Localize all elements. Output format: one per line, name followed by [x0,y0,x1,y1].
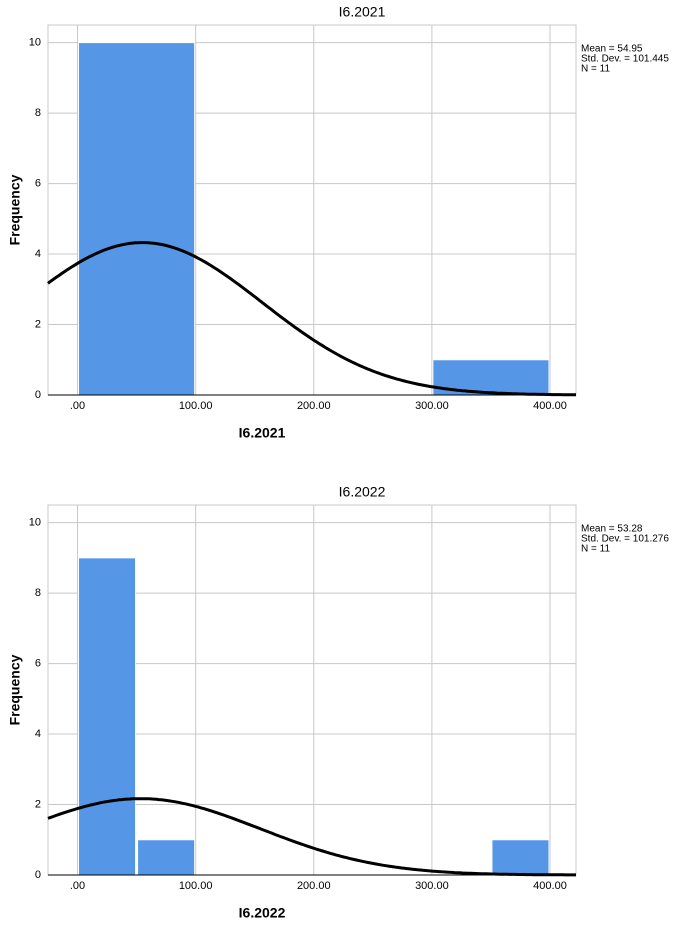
x-axis-label: I6.2021 [239,425,286,441]
normal-curve [47,241,576,397]
y-tick-label: 6 [35,177,41,189]
stat-text: Mean = 54.95 [581,44,643,55]
y-axis-label: Frequency [7,654,23,725]
x-tick-label: .00 [70,400,85,412]
y-tick-label: 6 [35,657,41,669]
y-tick-label: 10 [29,517,41,529]
y-tick-label: 0 [35,389,41,401]
stat-text: N = 11 [581,544,610,555]
y-tick-label: 8 [35,107,41,119]
y-tick-label: 4 [35,248,41,260]
bar [491,839,550,876]
x-tick-label: 400.00 [533,400,567,412]
x-tick-label: 300.00 [415,400,449,412]
bar [78,557,137,876]
x-tick-label: .00 [70,880,85,892]
chart-title: I6.2021 [339,4,386,20]
stat-text: Std. Dev. = 101.445 [581,54,669,65]
x-tick-label: 200.00 [297,400,331,412]
normal-curve [47,797,576,877]
stat-text: N = 11 [581,64,610,75]
bar [137,839,196,876]
x-tick-label: 400.00 [533,880,567,892]
y-tick-label: 10 [29,37,41,49]
y-axis-label: Frequency [7,174,23,245]
x-tick-label: 100.00 [179,880,213,892]
x-axis-label: I6.2022 [239,905,286,921]
stat-text: Std. Dev. = 101.276 [581,534,669,545]
bar [78,42,196,396]
chart-title: I6.2022 [339,484,386,500]
y-tick-label: 2 [35,318,41,330]
stat-text: Mean = 53.28 [581,524,643,535]
x-tick-label: 100.00 [179,400,213,412]
y-tick-label: 2 [35,798,41,810]
y-tick-label: 4 [35,728,41,740]
x-tick-label: 200.00 [297,880,331,892]
x-tick-label: 300.00 [415,880,449,892]
y-tick-label: 0 [35,869,41,881]
y-tick-label: 8 [35,587,41,599]
